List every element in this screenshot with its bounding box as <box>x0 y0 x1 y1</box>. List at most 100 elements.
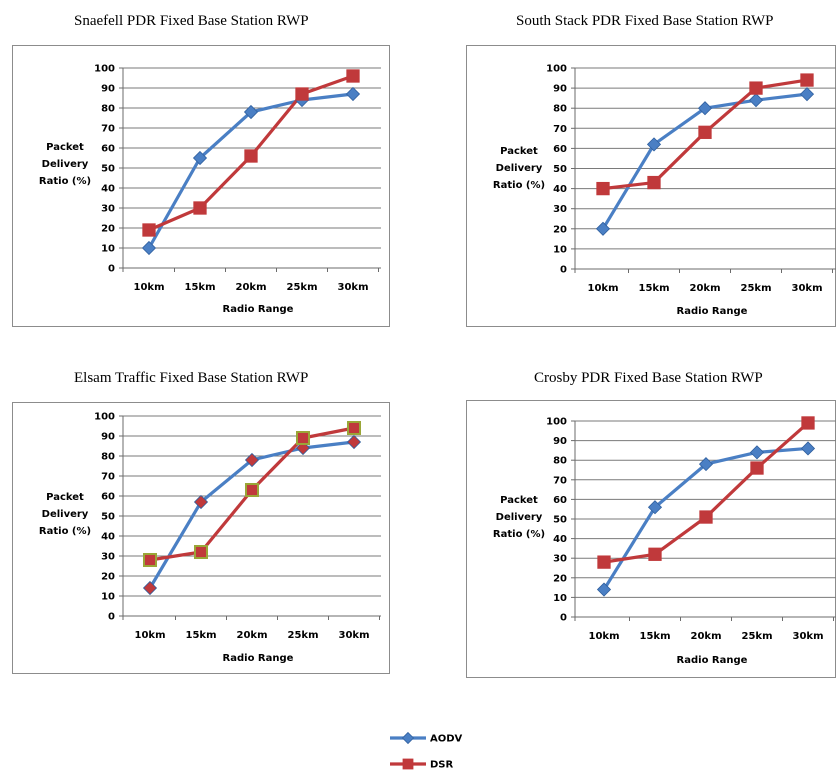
data-point-aodv <box>192 150 208 166</box>
y-tick-label: 80 <box>101 104 115 115</box>
chart-south-stack: 0 10 20 30 40 50 60 70 80 90 100 10km 15km 20km 25km 30… <box>466 45 836 327</box>
chart-elsam: 0 10 20 30 40 50 60 70 80 90 100 10km 15km 20km 25km 30… <box>12 402 390 674</box>
x-tick-label: 30km <box>793 631 824 642</box>
data-point-aodv <box>799 87 815 102</box>
y-tick-label: 100 <box>546 417 567 428</box>
y-tick-label: 50 <box>101 164 115 175</box>
data-point-dsr <box>698 125 712 139</box>
chart-title-elsam: Elsam Traffic Fixed Base Station RWP <box>74 370 309 386</box>
x-tick-label: 25km <box>742 631 773 642</box>
y-tick-label: 80 <box>101 452 115 463</box>
y-tick-label: 20 <box>101 224 115 235</box>
y-tick-label: 30 <box>553 554 567 565</box>
y-tick-label: 60 <box>553 144 567 155</box>
x-tick-label: 20km <box>691 631 722 642</box>
legend-label-dsr: DSR <box>430 760 454 771</box>
data-point-dsr <box>245 483 259 497</box>
x-tick-label: 30km <box>338 282 369 293</box>
data-point-dsr <box>194 545 208 559</box>
legend-marker-aodv <box>401 731 415 745</box>
legend-label-aodv: AODV <box>430 734 463 745</box>
x-axis-label: Radio Range <box>223 653 294 664</box>
x-tick-label: 15km <box>640 631 671 642</box>
chart-crosby: 0 10 20 30 40 50 60 70 80 90 100 10km 15km 20km 25km 30… <box>466 400 836 678</box>
data-point-dsr <box>801 416 815 430</box>
legend-marker-dsr <box>402 758 414 770</box>
x-tick-label: 20km <box>690 283 721 294</box>
data-point-aodv <box>346 434 362 450</box>
data-point-dsr <box>295 87 309 101</box>
data-point-aodv <box>800 441 816 456</box>
y-tick-label: 70 <box>553 475 567 486</box>
x-tick-label: 10km <box>134 282 165 293</box>
data-point-aodv <box>749 445 765 460</box>
x-tick-label: 20km <box>236 282 267 293</box>
chart-svg-snaefell: 0 10 20 30 40 50 60 70 80 90 100 10km 15km 20km 25km 30… <box>39 64 381 315</box>
y-tick-label: 0 <box>560 613 567 624</box>
data-point-aodv <box>345 86 361 102</box>
data-point-dsr <box>346 69 360 83</box>
y-axis-label: Packet <box>46 492 84 503</box>
x-tick-label: 30km <box>792 283 823 294</box>
chart-svg-south-stack: 0 10 20 30 40 50 60 70 80 90 100 10km 15km 20km 25km 30… <box>493 64 836 317</box>
data-point-aodv <box>748 93 764 108</box>
chart-snaefell: 0 10 20 30 40 50 60 70 80 90 100 10km 15km 20km 25km 30… <box>12 45 390 327</box>
data-point-dsr <box>800 73 814 87</box>
data-point-dsr <box>596 181 610 196</box>
legend: AODV DSR <box>390 731 463 771</box>
data-point-aodv <box>646 137 662 152</box>
y-axis-label: Ratio (%) <box>493 529 545 540</box>
data-point-aodv <box>596 582 612 597</box>
y-tick-label: 30 <box>101 204 115 215</box>
x-tick-label: 25km <box>287 282 318 293</box>
chart-title-south-stack: South Stack PDR Fixed Base Station RWP <box>516 13 774 29</box>
x-tick-label: 10km <box>589 631 620 642</box>
y-tick-label: 100 <box>546 64 567 75</box>
data-point-aodv <box>141 240 157 256</box>
x-tick-label: 30km <box>339 630 370 641</box>
data-point-dsr <box>143 553 157 567</box>
y-axis-label: Delivery <box>496 163 543 174</box>
x-axis-label: Radio Range <box>677 306 748 317</box>
data-point-dsr <box>296 431 310 445</box>
data-point-dsr <box>750 461 764 475</box>
y-tick-label: 60 <box>101 492 115 503</box>
data-point-aodv <box>142 580 158 596</box>
y-tick-label: 0 <box>108 612 115 623</box>
x-tick-label: 10km <box>588 283 619 294</box>
x-tick-label: 20km <box>237 630 268 641</box>
x-tick-label: 15km <box>186 630 217 641</box>
x-tick-label: 10km <box>135 630 166 641</box>
data-point-aodv <box>647 500 663 515</box>
y-axis-label: Ratio (%) <box>493 180 545 191</box>
data-point-aodv <box>698 457 714 472</box>
y-tick-label: 0 <box>108 264 115 275</box>
x-tick-label: 15km <box>639 283 670 294</box>
y-tick-label: 40 <box>101 532 115 543</box>
data-point-dsr <box>597 555 611 569</box>
y-tick-label: 90 <box>553 84 567 95</box>
y-tick-label: 10 <box>101 592 115 603</box>
y-axis-label: Packet <box>500 146 538 157</box>
y-tick-label: 20 <box>553 224 567 235</box>
y-axis-label: Packet <box>46 142 84 153</box>
y-tick-label: 70 <box>101 124 115 135</box>
data-point-aodv <box>193 494 209 510</box>
y-tick-label: 80 <box>553 104 567 115</box>
x-tick-label: 25km <box>288 630 319 641</box>
y-axis-label: Ratio (%) <box>39 526 91 537</box>
chart-svg-crosby: 0 10 20 30 40 50 60 70 80 90 100 10km 15km 20km 25km 30… <box>493 416 836 666</box>
y-tick-label: 30 <box>553 204 567 215</box>
y-tick-label: 50 <box>553 164 567 175</box>
y-tick-label: 0 <box>560 265 567 276</box>
x-tick-label: 25km <box>741 283 772 294</box>
y-tick-label: 40 <box>553 534 567 545</box>
x-axis-label: Radio Range <box>223 304 294 315</box>
y-axis-label: Ratio (%) <box>39 176 91 187</box>
y-axis-label: Packet <box>500 495 538 506</box>
y-tick-label: 60 <box>553 495 567 506</box>
data-point-aodv <box>244 452 260 468</box>
data-point-dsr <box>648 547 662 561</box>
y-tick-label: 50 <box>101 512 115 523</box>
data-point-aodv <box>595 221 611 236</box>
